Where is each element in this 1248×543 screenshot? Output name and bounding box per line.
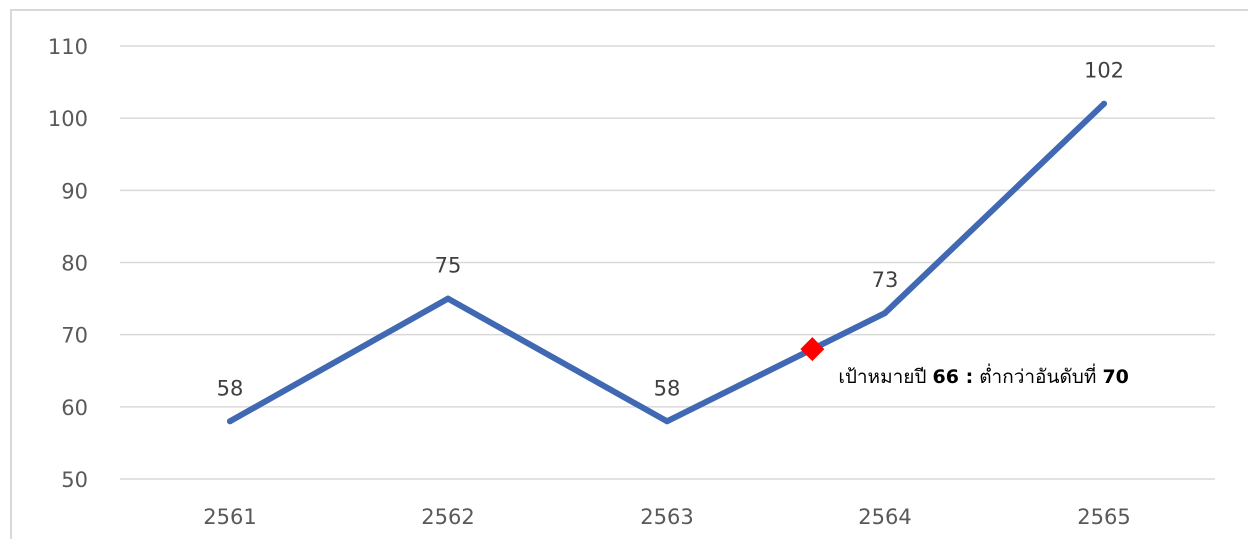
y-tick-label: 80 [61, 252, 88, 276]
x-tick-label: 2562 [421, 505, 474, 529]
data-label: 58 [654, 376, 681, 400]
x-tick-label: 2561 [203, 505, 256, 529]
target-marker [800, 337, 825, 362]
data-label: 58 [217, 376, 244, 400]
gridlines [120, 45, 1215, 480]
data-label: 73 [872, 268, 899, 292]
data-point [445, 295, 451, 302]
target-label-prefix: เป้าหมายปี [838, 366, 932, 388]
data-point [227, 418, 233, 425]
x-tick-label: 2565 [1077, 505, 1130, 529]
x-axis-ticks: 2561 2562 2563 2564 2565 [203, 505, 1130, 529]
target-layer: เป้าหมายปี 66 : ต่ำกว่าอันดับที่ 70 [800, 337, 1129, 388]
data-point [882, 310, 888, 317]
data-label: 75 [435, 254, 462, 278]
y-tick-label: 50 [61, 468, 88, 492]
series-layer [227, 100, 1107, 425]
data-point [664, 418, 670, 425]
data-label: 102 [1084, 59, 1124, 83]
x-tick-label: 2563 [640, 505, 693, 529]
target-label-rank: 70 [1102, 366, 1128, 388]
y-tick-label: 70 [61, 324, 88, 348]
data-labels: 58 75 58 73 102 [217, 59, 1124, 401]
y-tick-label: 100 [48, 107, 88, 131]
target-annotation: เป้าหมายปี 66 : ต่ำกว่าอันดับที่ 70 [838, 363, 1129, 388]
x-tick-label: 2564 [858, 505, 911, 529]
y-tick-label: 90 [61, 179, 88, 203]
y-axis-ticks: 50 60 70 80 90 100 110 [48, 35, 88, 492]
target-label-middle: ต่ำกว่าอันดับที่ [973, 363, 1102, 388]
y-tick-label: 60 [61, 396, 88, 420]
y-tick-label: 110 [48, 35, 88, 59]
target-label-year: 66 : [933, 366, 974, 388]
data-point [1101, 100, 1107, 107]
